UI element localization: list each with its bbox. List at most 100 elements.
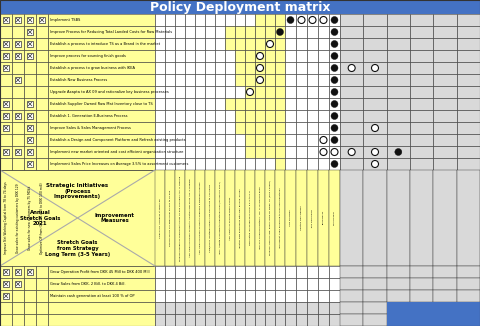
Bar <box>215 290 225 302</box>
Bar <box>387 110 410 122</box>
Text: Annual
Stretch Goals
2021: Annual Stretch Goals 2021 <box>20 210 60 226</box>
Bar <box>165 14 175 26</box>
Bar <box>329 98 340 110</box>
Bar <box>275 14 285 26</box>
Bar <box>235 146 245 158</box>
Bar <box>0 266 12 278</box>
Bar <box>235 62 245 74</box>
Bar <box>36 146 48 158</box>
Bar <box>275 302 285 314</box>
Bar <box>318 98 329 110</box>
Bar <box>296 302 307 314</box>
Bar <box>296 146 307 158</box>
Circle shape <box>331 100 338 108</box>
Bar <box>195 314 205 326</box>
Text: Jakob Backs: Jakob Backs <box>323 211 324 225</box>
Bar <box>285 14 296 26</box>
Bar <box>12 86 24 98</box>
Bar <box>12 314 24 326</box>
Bar <box>24 98 36 110</box>
Bar <box>433 170 456 266</box>
Bar <box>155 134 165 146</box>
Bar <box>48 134 155 146</box>
Bar <box>329 266 340 278</box>
Circle shape <box>331 40 338 48</box>
Bar <box>275 146 285 158</box>
Bar <box>225 122 235 134</box>
Circle shape <box>331 52 338 60</box>
Text: Lars Frandsen: Lars Frandsen <box>290 210 291 227</box>
Circle shape <box>298 17 305 23</box>
Bar <box>165 158 175 170</box>
Bar <box>245 26 255 38</box>
Bar <box>265 38 275 50</box>
Bar <box>245 290 255 302</box>
Bar <box>225 266 235 278</box>
Bar <box>245 266 255 278</box>
Bar <box>205 50 215 62</box>
Bar <box>296 50 307 62</box>
Bar <box>245 50 255 62</box>
Bar <box>15 269 21 275</box>
Bar <box>285 26 296 38</box>
Bar <box>235 302 245 314</box>
Bar <box>215 158 225 170</box>
Circle shape <box>287 17 294 23</box>
Circle shape <box>309 17 316 23</box>
Bar <box>15 17 21 23</box>
Bar <box>255 50 265 62</box>
Bar <box>27 149 33 155</box>
Bar <box>3 293 9 299</box>
Bar <box>24 266 36 278</box>
Bar <box>318 14 329 26</box>
Bar <box>285 38 296 50</box>
Circle shape <box>331 125 338 131</box>
Bar <box>175 278 185 290</box>
Bar <box>155 302 165 314</box>
Bar <box>275 158 285 170</box>
Circle shape <box>320 137 327 143</box>
Bar <box>3 125 9 131</box>
Bar <box>235 278 245 290</box>
Bar <box>0 170 155 266</box>
Circle shape <box>331 160 338 168</box>
Bar <box>235 158 245 170</box>
Bar <box>255 314 265 326</box>
Bar <box>275 38 285 50</box>
Bar <box>215 50 225 62</box>
Bar <box>318 158 329 170</box>
Bar <box>195 38 205 50</box>
Bar <box>235 314 245 326</box>
Circle shape <box>372 65 379 71</box>
Bar <box>12 302 24 314</box>
Bar <box>433 146 456 158</box>
Bar <box>225 110 235 122</box>
Bar <box>456 146 480 158</box>
Bar <box>3 53 9 59</box>
Bar <box>433 290 456 302</box>
Bar <box>0 158 12 170</box>
Bar <box>340 86 363 98</box>
Bar <box>363 50 387 62</box>
Bar <box>0 62 12 74</box>
Bar <box>456 170 480 266</box>
Bar <box>39 17 45 23</box>
Bar <box>340 14 363 26</box>
Bar <box>456 74 480 86</box>
Bar <box>245 62 255 74</box>
Bar <box>185 110 195 122</box>
Bar <box>275 290 285 302</box>
Bar <box>329 110 340 122</box>
Bar <box>15 77 21 83</box>
Bar <box>285 122 296 134</box>
Text: Improve Process for Reducing Total Landed Costs for Raw Materials: Improve Process for Reducing Total Lande… <box>50 30 172 34</box>
Bar <box>3 17 9 23</box>
Bar <box>155 146 165 158</box>
Bar <box>36 86 48 98</box>
Bar <box>195 278 205 290</box>
Bar <box>48 158 155 170</box>
Circle shape <box>372 149 379 156</box>
Bar <box>410 86 433 98</box>
Bar <box>165 26 175 38</box>
Bar <box>275 314 285 326</box>
